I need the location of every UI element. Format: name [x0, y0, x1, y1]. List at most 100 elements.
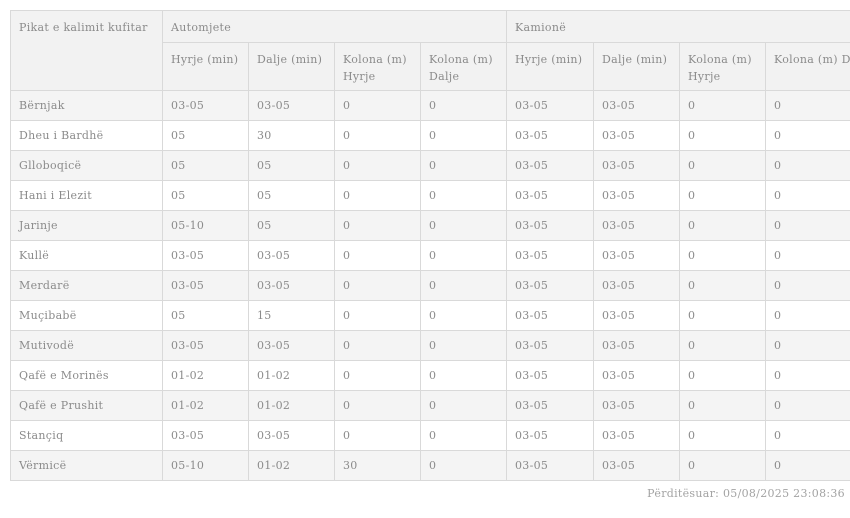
- value-cell: 03-05: [593, 420, 680, 451]
- value-cell: 05: [162, 150, 249, 181]
- value-cell: 03-05: [506, 420, 594, 451]
- value-cell: 0: [679, 180, 766, 211]
- value-cell: 03-05: [593, 360, 680, 391]
- value-cell: 03-05: [248, 330, 335, 361]
- value-cell: 05-10: [162, 450, 249, 481]
- value-cell: 03-05: [593, 180, 680, 211]
- crossing-name-cell: Glloboqicë: [10, 150, 163, 181]
- value-cell: 0: [679, 450, 766, 481]
- table-row: Muçibabë 05 15 0 0 03-05 03-05 0 0: [10, 300, 850, 331]
- value-cell: 0: [334, 330, 421, 361]
- value-cell: 03-05: [506, 240, 594, 271]
- value-cell: 0: [679, 330, 766, 361]
- value-cell: 05: [248, 210, 335, 241]
- table-row: Qafë e Morinës 01-02 01-02 0 0 03-05 03-…: [10, 360, 850, 391]
- table-row: Hani i Elezit 05 05 0 0 03-05 03-05 0 0: [10, 180, 850, 211]
- value-cell: 0: [764, 120, 850, 151]
- value-cell: 0: [764, 420, 850, 451]
- value-cell: 0: [334, 150, 421, 181]
- value-cell: 03-05: [162, 330, 249, 361]
- crossing-name-cell: Jarinje: [10, 210, 163, 241]
- crossing-name-cell: Dheu i Bardhë: [10, 120, 163, 151]
- value-cell: 03-05: [162, 270, 249, 301]
- value-cell: 0: [679, 360, 766, 391]
- value-cell: 0: [764, 330, 850, 361]
- table-row: Bërnjak 03-05 03-05 0 0 03-05 03-05 0 0: [10, 90, 850, 121]
- value-cell: 0: [679, 270, 766, 301]
- value-cell: 0: [764, 180, 850, 211]
- value-cell: 05: [248, 180, 335, 211]
- value-cell: 0: [420, 300, 507, 331]
- value-cell: 0: [679, 300, 766, 331]
- value-cell: 03-05: [593, 390, 680, 421]
- value-cell: 05: [162, 180, 249, 211]
- value-cell: 30: [334, 450, 421, 481]
- value-cell: 03-05: [593, 150, 680, 181]
- value-cell: 05: [162, 300, 249, 331]
- crossing-name-cell: Kullë: [10, 240, 163, 271]
- crossing-name-cell: Qafë e Morinës: [10, 360, 163, 391]
- value-cell: 03-05: [506, 210, 594, 241]
- table-row: Stançiq 03-05 03-05 0 0 03-05 03-05 0 0: [10, 420, 850, 451]
- value-cell: 0: [420, 390, 507, 421]
- value-cell: 0: [420, 270, 507, 301]
- crossing-name-cell: Stançiq: [10, 420, 163, 451]
- crossing-name-cell: Mutivodë: [10, 330, 163, 361]
- value-cell: 0: [420, 420, 507, 451]
- table-row: Merdarë 03-05 03-05 0 0 03-05 03-05 0 0: [10, 270, 850, 301]
- column-header-automjete-kolona-hyrje: Kolona (m) Hyrje: [334, 42, 421, 91]
- value-cell: 03-05: [506, 120, 594, 151]
- table-body: Bërnjak 03-05 03-05 0 0 03-05 03-05 0 0 …: [10, 90, 850, 481]
- value-cell: 0: [764, 360, 850, 391]
- value-cell: 0: [334, 90, 421, 121]
- value-cell: 03-05: [593, 90, 680, 121]
- last-updated-text: Përditësuar: 05/08/2025 23:08:36: [647, 487, 845, 500]
- column-header-kamione-dalje: Dalje (min): [593, 42, 680, 91]
- column-header-kamione-kolona-dalje: Kolona (m) Dalje: [764, 42, 850, 91]
- value-cell: 0: [764, 90, 850, 121]
- value-cell: 0: [764, 150, 850, 181]
- value-cell: 15: [248, 300, 335, 331]
- value-cell: 0: [420, 210, 507, 241]
- value-cell: 0: [334, 390, 421, 421]
- crossing-name-cell: Muçibabë: [10, 300, 163, 331]
- crossing-name-cell: Hani i Elezit: [10, 180, 163, 211]
- column-header-kamione-hyrje: Hyrje (min): [506, 42, 594, 91]
- value-cell: 03-05: [593, 450, 680, 481]
- value-cell: 01-02: [162, 360, 249, 391]
- value-cell: 0: [420, 360, 507, 391]
- value-cell: 03-05: [593, 300, 680, 331]
- value-cell: 0: [679, 210, 766, 241]
- value-cell: 0: [334, 240, 421, 271]
- value-cell: 0: [334, 420, 421, 451]
- value-cell: 0: [334, 180, 421, 211]
- value-cell: 03-05: [506, 270, 594, 301]
- value-cell: 0: [420, 150, 507, 181]
- crossing-name-cell: Bërnjak: [10, 90, 163, 121]
- value-cell: 0: [334, 120, 421, 151]
- table-row: Mutivodë 03-05 03-05 0 0 03-05 03-05 0 0: [10, 330, 850, 361]
- value-cell: 0: [764, 210, 850, 241]
- value-cell: 0: [764, 390, 850, 421]
- value-cell: 03-05: [593, 120, 680, 151]
- value-cell: 30: [248, 120, 335, 151]
- table-row: Dheu i Bardhë 05 30 0 0 03-05 03-05 0 0: [10, 120, 850, 151]
- value-cell: 03-05: [506, 330, 594, 361]
- value-cell: 0: [334, 300, 421, 331]
- value-cell: 0: [764, 270, 850, 301]
- crossing-name-cell: Merdarë: [10, 270, 163, 301]
- table-row: Qafë e Prushit 01-02 01-02 0 0 03-05 03-…: [10, 390, 850, 421]
- table-row: Vërmicë 05-10 01-02 30 0 03-05 03-05 0 0: [10, 450, 850, 481]
- value-cell: 03-05: [162, 90, 249, 121]
- value-cell: 03-05: [506, 180, 594, 211]
- value-cell: 03-05: [506, 450, 594, 481]
- column-header-automjete-dalje: Dalje (min): [248, 42, 335, 91]
- value-cell: 01-02: [248, 360, 335, 391]
- value-cell: 03-05: [248, 90, 335, 121]
- value-cell: 03-05: [506, 390, 594, 421]
- sub-header-row: Hyrje (min) Dalje (min) Kolona (m) Hyrje…: [11, 42, 850, 91]
- value-cell: 03-05: [593, 240, 680, 271]
- value-cell: 0: [679, 240, 766, 271]
- value-cell: 03-05: [162, 240, 249, 271]
